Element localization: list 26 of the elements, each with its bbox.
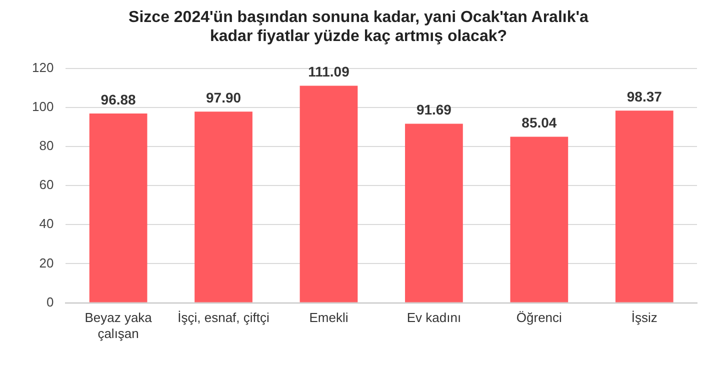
y-tick-label: 80 <box>39 138 54 154</box>
y-tick-label: 100 <box>32 99 54 114</box>
x-tick-label: İşsiz <box>631 310 658 326</box>
chart-title: Sizce 2024'ün başından sonuna kadar, yani Ocak'tan Aralık'a kadar fiyatlar yüzde kaç artmış olacak? <box>128 9 589 46</box>
y-tick-label: 60 <box>39 177 54 192</box>
bar <box>615 110 674 302</box>
y-tick-label: 20 <box>39 255 54 270</box>
y-tick-label: 120 <box>32 60 54 75</box>
data-label: 91.69 <box>416 102 452 118</box>
x-tick-label: Öğrenci <box>516 310 562 326</box>
bar <box>510 136 568 302</box>
bar <box>194 112 252 302</box>
data-label: 111.09 <box>308 64 350 80</box>
bar <box>405 124 463 302</box>
x-tick-label: Beyaz yaka çalışan <box>84 310 153 341</box>
data-label: 85.04 <box>522 114 557 131</box>
bar <box>89 114 148 302</box>
x-tick-label: Emekli <box>309 310 348 326</box>
y-tick-label: 40 <box>39 216 54 232</box>
data-label: 98.37 <box>626 88 662 105</box>
data-label: 96.88 <box>100 91 136 108</box>
x-tick-label: İşçi, esnaf, çiftçi <box>178 310 270 326</box>
bar <box>300 86 358 302</box>
data-label: 97.90 <box>206 89 242 106</box>
x-tick-label: Ev kadını <box>406 310 462 326</box>
y-tick-label: 0 <box>46 294 54 310</box>
